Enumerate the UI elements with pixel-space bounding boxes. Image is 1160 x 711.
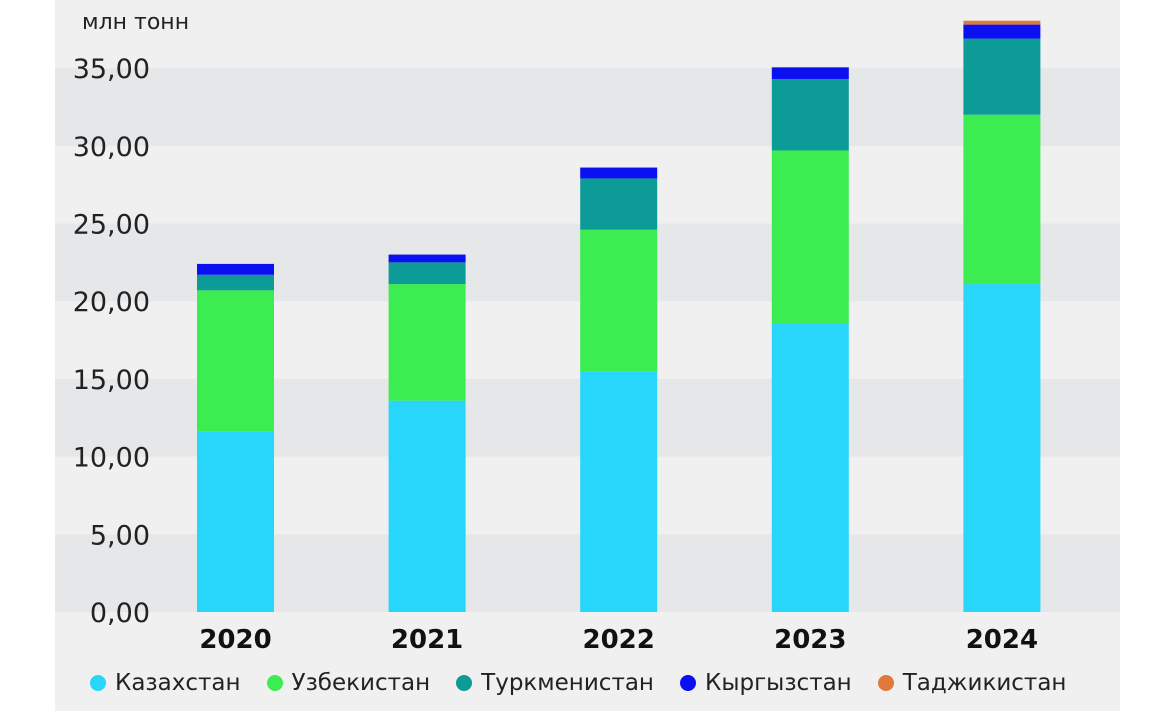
bar-segment	[771, 322, 849, 612]
grid-band	[55, 68, 1120, 146]
bar-segment	[388, 254, 466, 263]
bar-segment	[580, 371, 658, 612]
legend-dot-icon	[456, 675, 473, 691]
bar-segment	[580, 229, 658, 372]
legend-dot-icon	[266, 675, 283, 691]
bar-segment	[963, 20, 1041, 25]
y-tick-label: 0,00	[90, 598, 150, 629]
legend-label: Таджикистан	[902, 670, 1067, 696]
unit-label: млн тонн	[82, 10, 190, 35]
bar-segment	[388, 400, 466, 612]
y-tick-label: 5,00	[90, 520, 150, 551]
bar-segment	[388, 284, 466, 401]
bar-segment	[771, 78, 849, 151]
y-tick-label: 15,00	[73, 365, 150, 396]
bar-segment	[963, 114, 1041, 285]
legend-dot-icon	[679, 675, 696, 691]
legend-label: Кыргызстан	[704, 670, 852, 696]
x-tick-label: 2020	[199, 625, 271, 655]
y-tick-label: 20,00	[73, 287, 150, 318]
legend-label: Узбекистан	[291, 670, 431, 696]
legend-dot-icon	[90, 675, 106, 691]
legend-item: Кыргызстан	[679, 670, 852, 696]
bar-segment	[388, 262, 466, 285]
x-tick-label: 2024	[966, 625, 1038, 655]
legend-item: Туркменистан	[456, 670, 654, 696]
legend: Казахстан Узбекистан Туркменистан Кыргызста…	[90, 670, 1092, 696]
legend-item: Казахстан	[90, 670, 241, 696]
legend-item: Таджикистан	[877, 670, 1067, 696]
bar-segment	[963, 284, 1041, 612]
y-tick-label: 10,00	[73, 443, 150, 474]
bar-segment	[771, 150, 849, 323]
x-tick-label: 2021	[391, 625, 463, 655]
bar-segment	[580, 167, 658, 179]
bar-segment	[197, 290, 274, 432]
bar-segment	[963, 24, 1041, 39]
x-tick-label: 2022	[583, 625, 655, 655]
legend-label: Казахстан	[115, 670, 241, 696]
legend-item: Узбекистан	[266, 670, 431, 696]
bar-segment	[197, 274, 274, 291]
y-tick-label: 30,00	[73, 132, 150, 163]
bar-segment	[963, 38, 1041, 115]
y-tick-label: 25,00	[73, 210, 150, 241]
bar-segment	[580, 178, 658, 230]
y-tick-label: 35,00	[73, 54, 150, 85]
legend-label: Туркменистан	[481, 670, 654, 696]
bar-segment	[771, 67, 849, 79]
x-tick-label: 2023	[774, 625, 846, 655]
bar-segment	[197, 431, 274, 612]
legend-dot-icon	[877, 675, 894, 691]
bar-segment	[197, 263, 274, 275]
